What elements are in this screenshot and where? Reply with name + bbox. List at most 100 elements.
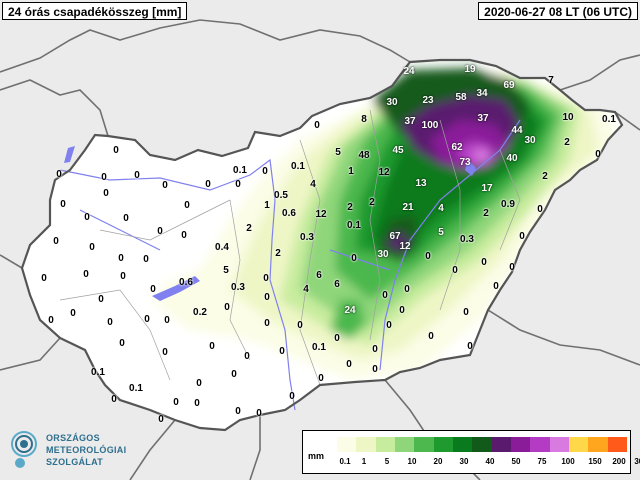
station-value: 2 — [347, 202, 353, 213]
station-value: 0.1 — [129, 383, 143, 394]
station-value: 0 — [41, 273, 47, 284]
legend-tick-label: 40 — [485, 457, 495, 466]
station-value: 0 — [134, 170, 140, 181]
station-value: 2 — [369, 197, 375, 208]
legend-swatch — [549, 437, 569, 452]
station-value: 45 — [392, 145, 404, 156]
station-value: 13 — [415, 178, 427, 189]
station-value: 8 — [361, 114, 367, 125]
legend-swatch — [394, 437, 415, 452]
station-value: 0 — [595, 149, 601, 160]
station-value: 1 — [348, 166, 354, 177]
logo-line-3: SZOLGÁLAT — [46, 457, 104, 467]
station-value: 34 — [476, 88, 488, 99]
station-value: 0 — [119, 338, 125, 349]
station-value: 12 — [315, 209, 327, 220]
station-value: 0.5 — [274, 190, 288, 201]
station-value: 0 — [318, 373, 324, 384]
station-value: 2 — [542, 171, 548, 182]
legend-tick-label: 0.1 — [339, 457, 351, 466]
station-value: 2 — [483, 208, 489, 219]
station-value: 0.9 — [501, 199, 515, 210]
legend-tick-label: 10 — [407, 457, 417, 466]
station-value: 0 — [244, 351, 250, 362]
station-value: 2 — [246, 223, 252, 234]
legend-swatch — [607, 437, 627, 452]
station-value: 0 — [493, 281, 499, 292]
legend-tick-label: 200 — [612, 457, 626, 466]
station-value: 0 — [314, 120, 320, 131]
station-value: 24 — [403, 66, 415, 77]
station-value: 0 — [98, 294, 104, 305]
station-value: 0 — [53, 236, 59, 247]
station-value: 21 — [402, 202, 414, 213]
legend-tick-label: 30 — [459, 457, 469, 466]
station-value: 4 — [303, 284, 309, 295]
station-value: 0 — [144, 314, 150, 325]
legend-tick-label: 5 — [384, 457, 390, 466]
station-value: 0.2 — [193, 307, 207, 318]
station-value: 0 — [158, 414, 164, 425]
station-value: 0 — [84, 212, 90, 223]
station-value: 0 — [399, 305, 405, 316]
station-value: 0.6 — [179, 277, 193, 288]
station-value: 0 — [537, 204, 543, 215]
station-value: 0 — [256, 408, 262, 419]
station-value: 0 — [372, 364, 378, 375]
station-value: 0 — [123, 213, 129, 224]
station-value: 37 — [477, 113, 489, 124]
lake-ferto — [64, 146, 75, 163]
station-value: 19 — [464, 64, 476, 75]
station-value: 23 — [422, 95, 434, 106]
legend-swatch — [452, 437, 473, 452]
station-value: 37 — [404, 116, 416, 127]
station-value: 0.1 — [291, 161, 305, 172]
station-value: 10 — [562, 112, 574, 123]
station-value: 5 — [335, 147, 341, 158]
station-value: 0 — [173, 397, 179, 408]
station-value: 0 — [467, 341, 473, 352]
station-value: 2 — [275, 248, 281, 259]
station-value: 0 — [184, 200, 190, 211]
station-value: 0 — [118, 253, 124, 264]
station-value: 0 — [162, 347, 168, 358]
station-value: 0 — [89, 242, 95, 253]
logo-line-2: METEOROLÓGIAI — [46, 445, 127, 455]
station-value: 0 — [83, 269, 89, 280]
rivers — [59, 119, 521, 411]
station-value: 6 — [316, 270, 322, 281]
station-value: 0 — [224, 302, 230, 313]
station-value: 40 — [506, 153, 518, 164]
logo-line-1: ORSZÁGOS — [46, 433, 100, 443]
station-value: 0 — [382, 290, 388, 301]
station-value: 0 — [56, 169, 62, 180]
station-value: 0 — [289, 391, 295, 402]
station-value: 6 — [334, 279, 340, 290]
station-value: 0 — [70, 308, 76, 319]
station-value: 4 — [310, 179, 316, 190]
legend-swatch — [510, 437, 531, 452]
station-value: 0 — [205, 179, 211, 190]
station-value: 1 — [264, 200, 270, 211]
station-value: 0 — [346, 359, 352, 370]
station-value: 0 — [235, 179, 241, 190]
station-value: 0 — [181, 230, 187, 241]
legend-swatch — [568, 437, 589, 452]
station-value: 0 — [48, 315, 54, 326]
legend-tick-label: 150 — [588, 457, 602, 466]
station-value: 0 — [164, 315, 170, 326]
station-value: 30 — [386, 97, 398, 108]
station-value: 0 — [425, 251, 431, 262]
station-value: 0 — [111, 394, 117, 405]
station-value: 0 — [150, 284, 156, 295]
map-timestamp: 2020-06-27 08 LT (06 UTC) — [478, 2, 638, 20]
legend-swatch — [491, 437, 511, 452]
station-value: 0 — [209, 341, 215, 352]
station-value: 0 — [372, 344, 378, 355]
station-value: 0 — [120, 271, 126, 282]
station-value: 0 — [194, 398, 200, 409]
legend-color-bar — [337, 437, 627, 452]
station-value: 0 — [101, 172, 107, 183]
map-title: 24 órás csapadékösszeg [mm] — [2, 2, 188, 20]
